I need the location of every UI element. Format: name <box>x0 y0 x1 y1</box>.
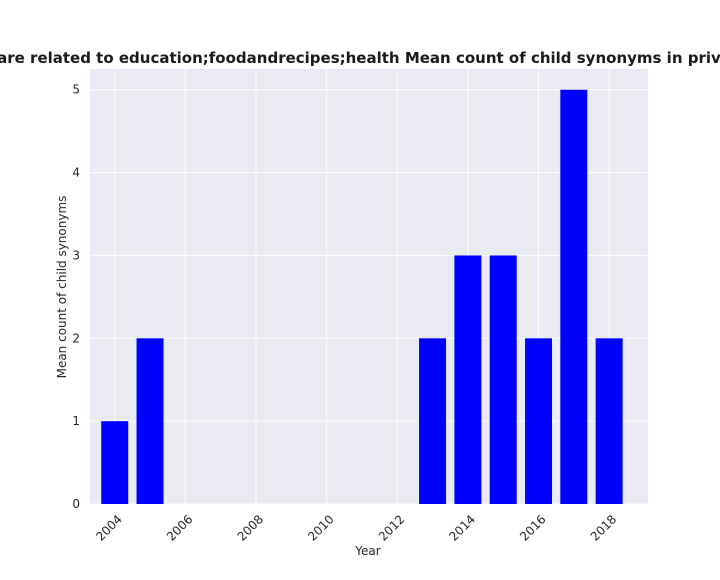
x-tick-label: 2008 <box>235 512 266 543</box>
x-tick-label: 2016 <box>517 512 548 543</box>
x-axis-ticks: 2004 2006 2008 2010 2012 2014 2016 2018 <box>93 512 619 543</box>
bar-2017 <box>560 89 588 504</box>
y-tick-label: 1 <box>72 414 80 428</box>
x-tick-label: 2014 <box>447 512 478 543</box>
plot-area <box>90 69 648 504</box>
chart-title: Categories are related to education;food… <box>0 49 720 67</box>
bar-2013 <box>419 338 447 504</box>
bar-2014 <box>454 255 482 504</box>
x-tick-label: 2010 <box>305 512 336 543</box>
y-tick-label: 2 <box>72 331 80 345</box>
x-axis-label: Year <box>354 544 380 558</box>
bar-2004 <box>101 421 129 504</box>
bar-2016 <box>525 338 553 504</box>
bar-2005 <box>136 338 164 504</box>
y-tick-label: 3 <box>72 248 80 262</box>
y-tick-label: 0 <box>72 497 80 511</box>
y-axis-ticks: 0 1 2 3 4 5 <box>72 83 80 511</box>
grid-lines <box>90 69 648 505</box>
bar-2015 <box>489 255 517 504</box>
x-tick-label: 2018 <box>588 512 619 543</box>
x-tick-label: 2006 <box>164 512 195 543</box>
x-tick-label: 2012 <box>376 512 407 543</box>
y-tick-label: 5 <box>72 83 80 97</box>
bars <box>101 89 623 504</box>
y-axis-label: Mean count of child synonyms <box>55 196 69 379</box>
x-tick-label: 2004 <box>93 512 124 543</box>
bar-2018 <box>595 338 623 504</box>
y-tick-label: 4 <box>72 166 80 180</box>
